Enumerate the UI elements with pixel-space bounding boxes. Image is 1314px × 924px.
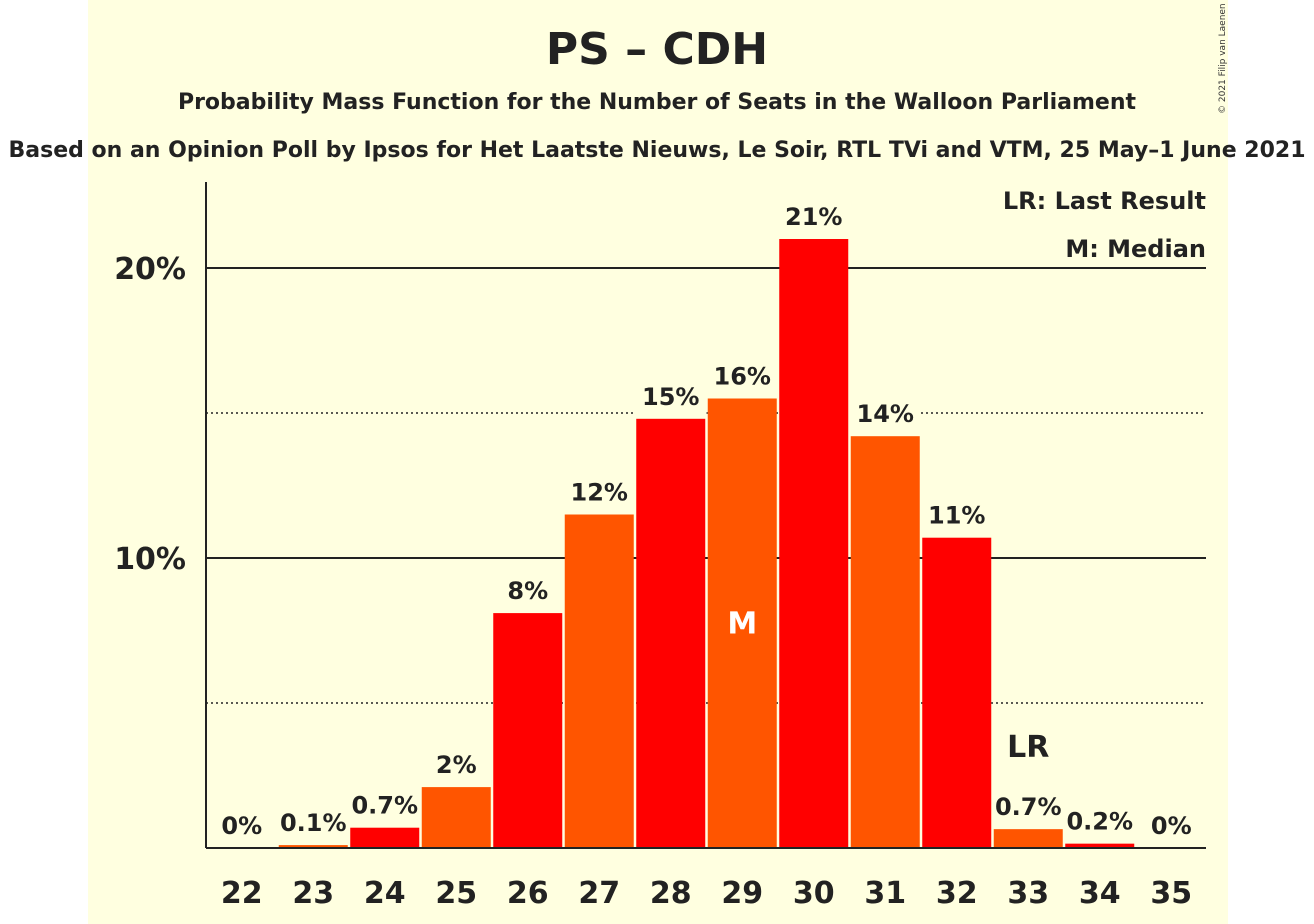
data-label: 2% bbox=[436, 751, 477, 779]
median-marker: M bbox=[727, 606, 757, 641]
last-result-marker: LR bbox=[1007, 730, 1049, 765]
bars bbox=[277, 193, 1136, 848]
x-tick-label: 31 bbox=[864, 876, 906, 911]
x-tick-label: 23 bbox=[292, 876, 334, 911]
data-label: 11% bbox=[928, 502, 985, 530]
bar-label-backdrop bbox=[1064, 797, 1136, 844]
chart-subtitle: Probability Mass Function for the Number… bbox=[177, 90, 1137, 115]
data-label: 0% bbox=[1151, 812, 1192, 840]
data-label: 0.7% bbox=[995, 793, 1062, 821]
axes: 10% 20% 22 23 24 25 26 27 28 29 30 31 32 33 34 35 bbox=[114, 182, 1206, 911]
bar bbox=[636, 418, 706, 848]
data-label: 0% bbox=[221, 812, 262, 840]
bar-label-backdrop bbox=[563, 468, 635, 515]
bar-label-backdrop bbox=[849, 390, 921, 437]
bar-label-backdrop bbox=[277, 799, 349, 846]
x-tick-label: 25 bbox=[435, 876, 477, 911]
labels: 0% 0.1%0.7%2%8%12%15%16%M21%14%11%0.7%LR0… bbox=[221, 203, 1191, 840]
bar bbox=[922, 537, 992, 848]
bar-label-backdrop bbox=[706, 352, 778, 399]
x-tick-label: 34 bbox=[1079, 876, 1121, 911]
x-tick-label: 32 bbox=[936, 876, 978, 911]
x-tick-label: 33 bbox=[1007, 876, 1049, 911]
x-tick-label: 27 bbox=[578, 876, 620, 911]
data-label: 0.7% bbox=[351, 792, 418, 820]
data-label: 15% bbox=[642, 383, 699, 411]
data-label: 0.1% bbox=[280, 809, 347, 837]
bar bbox=[493, 613, 563, 848]
bar bbox=[779, 239, 849, 848]
x-tick-label: 28 bbox=[650, 876, 692, 911]
bar-label-backdrop bbox=[921, 491, 993, 538]
data-label: 14% bbox=[857, 400, 914, 428]
x-tick-label: 22 bbox=[221, 876, 263, 911]
data-label: 0.2% bbox=[1066, 808, 1133, 836]
bar bbox=[850, 436, 920, 848]
bar bbox=[564, 514, 634, 848]
legend-median: M: Median bbox=[1065, 235, 1206, 263]
bar-label-backdrop bbox=[778, 193, 850, 239]
x-tick-label: 24 bbox=[364, 876, 406, 911]
data-label: 21% bbox=[785, 203, 842, 231]
x-tick-label: 30 bbox=[793, 876, 835, 911]
legend-last-result: LR: Last Result bbox=[1003, 187, 1206, 215]
y-tick-label: 10% bbox=[114, 542, 186, 577]
bar-label-backdrop bbox=[420, 741, 492, 788]
bar bbox=[707, 398, 777, 848]
y-tick-label: 20% bbox=[114, 252, 186, 287]
chart-source-subtitle: Based on an Opinion Poll by Ipsos for He… bbox=[8, 138, 1306, 163]
bar bbox=[278, 845, 348, 848]
bar bbox=[350, 827, 420, 848]
bar-label-backdrop bbox=[992, 783, 1064, 830]
bar bbox=[421, 787, 491, 848]
bar-label-backdrop bbox=[492, 567, 564, 614]
data-label: 12% bbox=[571, 479, 628, 507]
bar bbox=[993, 829, 1063, 848]
x-tick-label: 29 bbox=[721, 876, 763, 911]
chart-title: PS – CDH bbox=[545, 24, 769, 75]
bar bbox=[1065, 843, 1135, 848]
data-label: 16% bbox=[714, 363, 771, 391]
bar-label-backdrop bbox=[349, 781, 421, 828]
bar-label-backdrop bbox=[635, 372, 707, 419]
data-label: 8% bbox=[507, 577, 548, 605]
gridlines bbox=[206, 267, 1206, 704]
x-tick-label: 35 bbox=[1150, 876, 1192, 911]
x-tick-label: 26 bbox=[507, 876, 549, 911]
